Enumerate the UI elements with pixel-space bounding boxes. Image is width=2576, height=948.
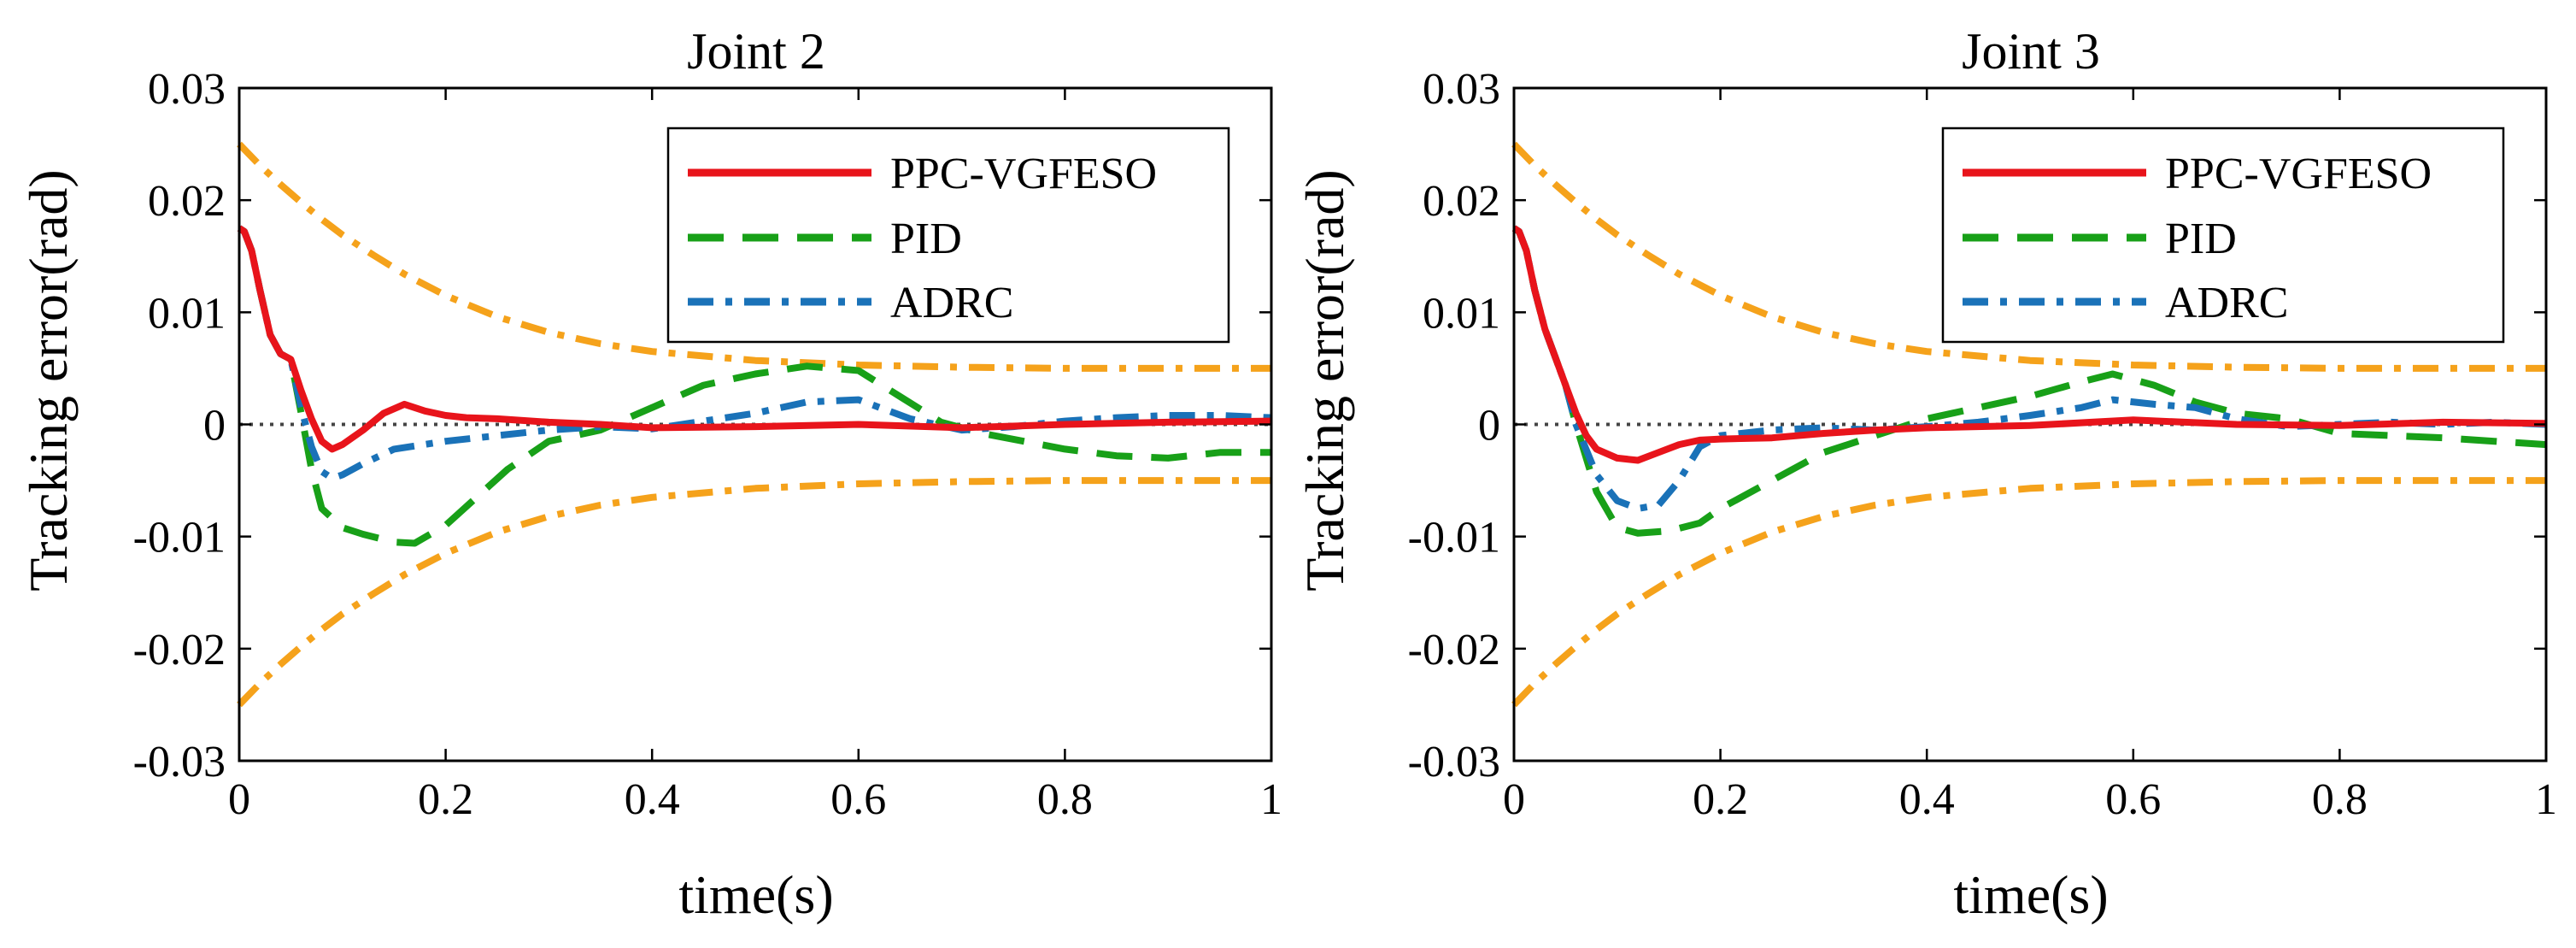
x-tick-label: 0.2	[418, 775, 473, 824]
plot-area	[237, 141, 1272, 708]
chart-title: Joint 2	[687, 23, 825, 79]
x-tick-label: 1	[1260, 775, 1282, 824]
legend-label-ppc-vgfeso: PPC-VGFESO	[890, 150, 1157, 198]
y-tick-label: -0.02	[133, 626, 226, 674]
x-axis-label: time(s)	[1953, 864, 2108, 925]
series-line-lower-bound	[1511, 477, 2546, 708]
y-tick-label: 0.02	[148, 177, 226, 226]
y-tick-label: 0.01	[1423, 289, 1500, 338]
x-tick-label: 0	[228, 775, 250, 824]
axis-ticks: 0 0.2 0.4 0.6 0.8 1 0.03 0.02 0.01 0 -0.01 -0.02 -0.…	[133, 65, 1282, 824]
chart-joint-3: Joint 3 Tracking error(rad) time(s) PPC-…	[1294, 23, 2557, 925]
x-tick-label: 0.6	[830, 775, 886, 824]
axis-ticks: 0 0.2 0.4 0.6 0.8 1 0.03 0.02 0.01 0 -0.01 -0.02 -0.…	[1408, 65, 2557, 824]
y-tick-label: 0	[1478, 402, 1500, 450]
x-tick-label: 0.8	[2312, 775, 2368, 824]
y-axis-label: Tracking error(rad)	[18, 169, 79, 591]
y-tick-label: -0.01	[133, 514, 226, 562]
y-axis-label: Tracking error(rad)	[1294, 169, 1355, 591]
y-tick-label: 0.02	[1423, 177, 1500, 226]
chart-title: Joint 3	[1962, 23, 2100, 79]
x-tick-label: 0.4	[625, 775, 680, 824]
series-line-lower-bound	[237, 477, 1271, 708]
legend-label-adrc: ADRC	[890, 279, 1013, 327]
x-tick-label: 0	[1503, 775, 1525, 824]
y-tick-label: 0.01	[148, 289, 226, 338]
x-tick-label: 0.4	[1899, 775, 1955, 824]
series-line-ppc-vgfeso	[237, 225, 1272, 453]
legend-label-adrc: ADRC	[2165, 279, 2288, 327]
y-tick-label: -0.01	[1408, 514, 1500, 562]
y-tick-label: 0.03	[148, 65, 226, 114]
y-tick-label: 0.03	[1423, 65, 1500, 114]
y-tick-label: -0.02	[1408, 626, 1500, 674]
x-tick-label: 0.6	[2105, 775, 2161, 824]
series-line-ppc-vgfeso	[1511, 225, 2547, 464]
legend-label-ppc-vgfeso: PPC-VGFESO	[2165, 150, 2432, 198]
x-tick-label: 1	[2535, 775, 2557, 824]
legend-label-pid: PID	[890, 215, 962, 263]
x-axis-label: time(s)	[678, 864, 833, 925]
legend: PPC-VGFESO PID ADRC	[666, 127, 1230, 344]
y-tick-label: -0.03	[133, 738, 226, 786]
x-tick-label: 0.2	[1693, 775, 1748, 824]
x-tick-label: 0.8	[1037, 775, 1093, 824]
y-tick-label: -0.03	[1408, 738, 1500, 786]
chart-joint-2: Joint 2 Tracking error(rad) time(s) PPC-…	[18, 23, 1282, 925]
y-tick-label: 0	[203, 402, 226, 450]
plot-area	[1511, 141, 2547, 708]
legend-label-pid: PID	[2165, 215, 2237, 263]
legend: PPC-VGFESO PID ADRC	[1941, 127, 2505, 344]
